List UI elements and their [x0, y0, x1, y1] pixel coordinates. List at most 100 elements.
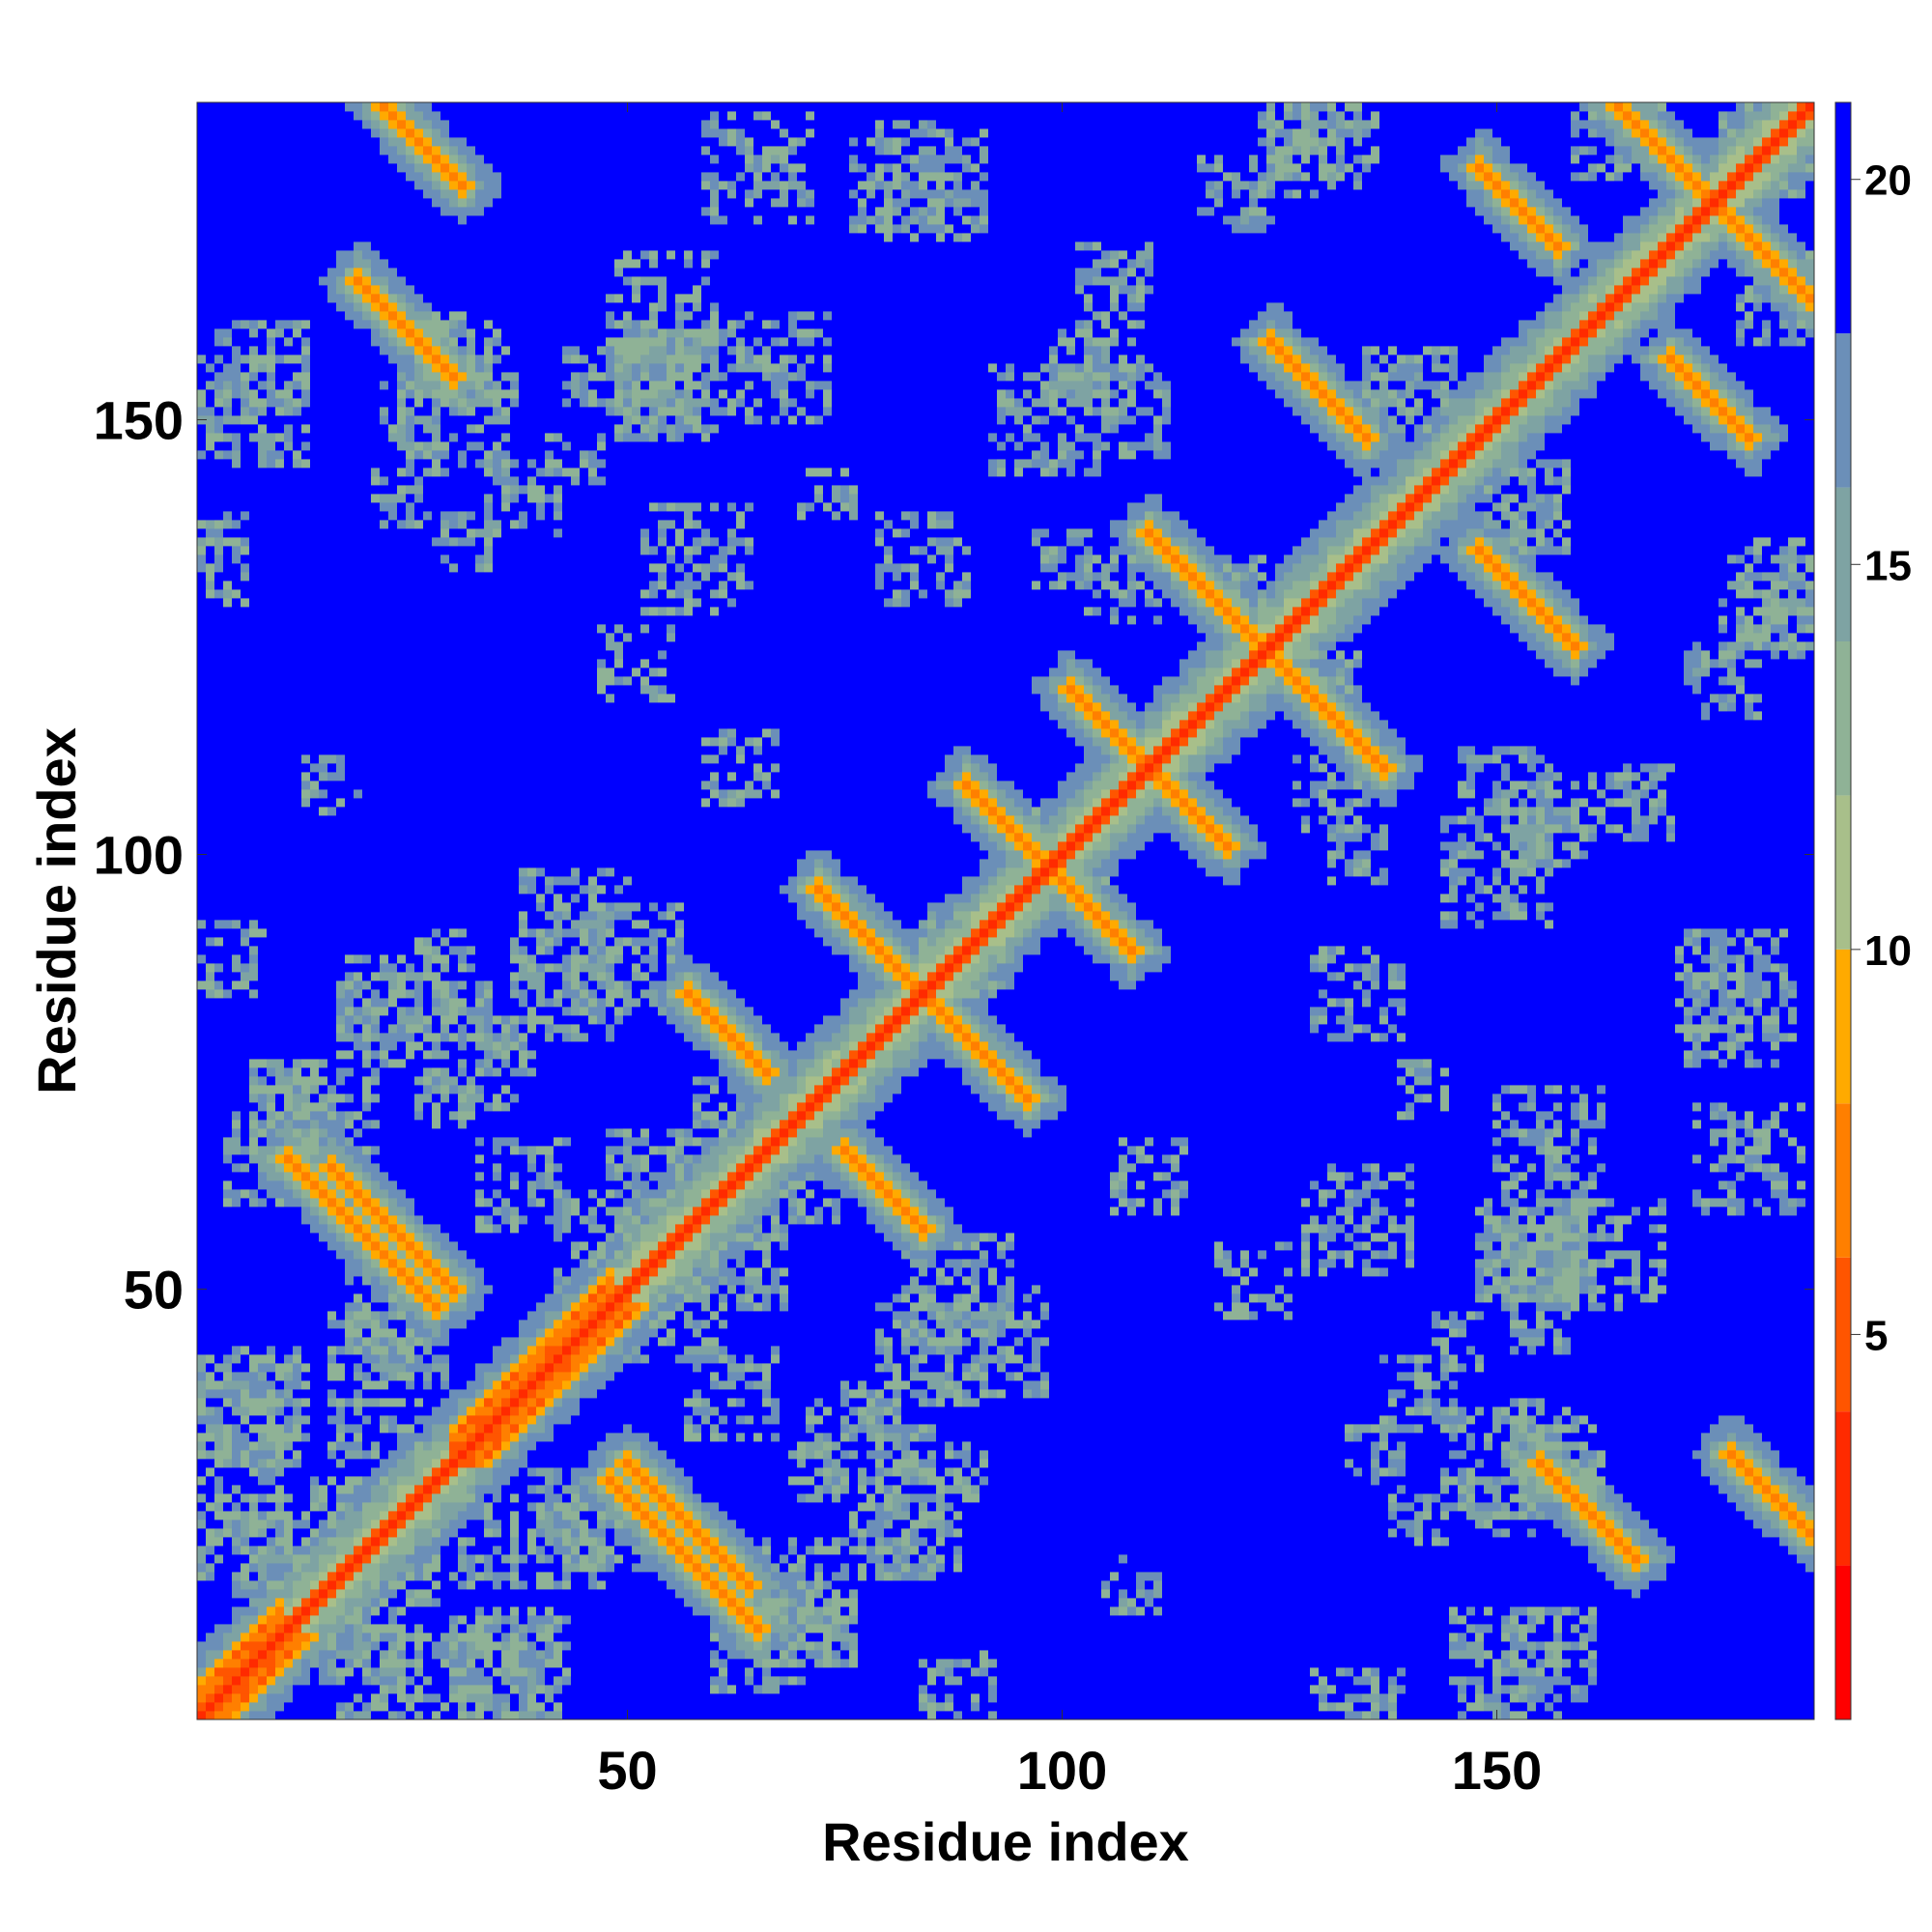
- heatmap-cell: [284, 137, 293, 146]
- heatmap-cell: [319, 155, 327, 163]
- heatmap-cell: [267, 1406, 275, 1415]
- heatmap-cell: [275, 372, 284, 381]
- heatmap-cell: [284, 685, 293, 694]
- heatmap-cell: [388, 633, 397, 641]
- heatmap-cell: [406, 407, 414, 415]
- heatmap-cell: [241, 850, 249, 859]
- heatmap-cell: [214, 485, 223, 494]
- heatmap-cell: [354, 502, 362, 511]
- heatmap-cell: [362, 1572, 371, 1580]
- heatmap-cell: [249, 1676, 258, 1685]
- heatmap-cell: [258, 346, 267, 355]
- heatmap-cell: [258, 163, 267, 172]
- heatmap-cell: [380, 728, 388, 737]
- heatmap-cell: [293, 1050, 301, 1059]
- heatmap-cell: [232, 1111, 241, 1120]
- heatmap-cell: [336, 1059, 345, 1067]
- heatmap-cell: [336, 1085, 345, 1094]
- heatmap-cell: [380, 1024, 388, 1033]
- heatmap-cell: [275, 268, 284, 276]
- heatmap-cell: [423, 841, 432, 850]
- heatmap-cell: [301, 1389, 310, 1398]
- heatmap-cell: [293, 772, 301, 781]
- heatmap-cell: [362, 589, 371, 598]
- heatmap-cell: [310, 859, 319, 867]
- heatmap-cell: [319, 189, 327, 198]
- heatmap-cell: [258, 1250, 267, 1259]
- heatmap-cell: [214, 772, 223, 781]
- heatmap-cell: [354, 954, 362, 963]
- heatmap-cell: [397, 1033, 406, 1041]
- heatmap-cell: [275, 1441, 284, 1450]
- heatmap-cell: [345, 1459, 354, 1467]
- heatmap-cell: [336, 1433, 345, 1441]
- heatmap-cell: [223, 1615, 232, 1624]
- heatmap-cell: [241, 1633, 249, 1641]
- heatmap-cell: [232, 920, 241, 928]
- heatmap-cell: [327, 885, 336, 894]
- heatmap-cell: [310, 355, 319, 363]
- heatmap-cell: [223, 998, 232, 1007]
- heatmap-cell: [275, 1302, 284, 1311]
- heatmap-cell: [241, 1606, 249, 1615]
- heatmap-cell: [319, 372, 327, 381]
- heatmap-cell: [371, 902, 380, 911]
- heatmap-cell: [241, 1120, 249, 1128]
- heatmap-cell: [423, 1563, 432, 1572]
- heatmap-cell: [232, 155, 241, 163]
- heatmap-cell: [414, 1467, 423, 1476]
- heatmap-cell: [293, 1041, 301, 1050]
- heatmap-cell: [258, 128, 267, 137]
- heatmap-cell: [414, 1667, 423, 1676]
- heatmap-cell: [397, 911, 406, 920]
- heatmap-cell: [371, 1450, 380, 1459]
- heatmap-cell: [406, 1337, 414, 1346]
- heatmap-cell: [249, 1415, 258, 1424]
- heatmap-cell: [380, 311, 388, 320]
- heatmap-cell: [206, 954, 214, 963]
- heatmap-cell: [206, 546, 214, 554]
- heatmap-cell: [388, 1111, 397, 1120]
- heatmap-cell: [258, 120, 267, 128]
- heatmap-cell: [197, 155, 206, 163]
- heatmap-cell: [241, 337, 249, 346]
- heatmap-cell: [232, 1398, 241, 1406]
- heatmap-cell: [284, 302, 293, 311]
- heatmap-cell: [388, 494, 397, 502]
- heatmap-cell: [258, 1528, 267, 1537]
- heatmap-cell: [406, 276, 414, 285]
- heatmap-cell: [310, 937, 319, 946]
- heatmap-cell: [336, 1102, 345, 1111]
- heatmap-cell: [258, 1520, 267, 1528]
- heatmap-cell: [214, 1215, 223, 1224]
- heatmap-cell: [414, 963, 423, 972]
- heatmap-cell: [284, 1528, 293, 1537]
- heatmap-cell: [206, 372, 214, 381]
- heatmap-cell: [241, 711, 249, 720]
- heatmap-cell: [397, 728, 406, 737]
- heatmap-cell: [197, 1215, 206, 1224]
- heatmap-cell: [267, 867, 275, 876]
- heatmap-cell: [380, 520, 388, 528]
- heatmap-cell: [319, 1128, 327, 1137]
- heatmap-cell: [284, 1520, 293, 1528]
- heatmap-cell: [362, 615, 371, 624]
- heatmap-cell: [293, 511, 301, 520]
- heatmap-cell: [267, 189, 275, 198]
- heatmap-cell: [206, 1441, 214, 1450]
- heatmap-cell: [423, 920, 432, 928]
- heatmap-cell: [345, 554, 354, 563]
- heatmap-cell: [336, 1493, 345, 1502]
- heatmap-cell: [267, 1528, 275, 1537]
- heatmap-cell: [354, 1320, 362, 1328]
- heatmap-cell: [336, 980, 345, 989]
- heatmap-cell: [275, 1650, 284, 1659]
- heatmap-cell: [232, 1380, 241, 1389]
- heatmap-cell: [214, 398, 223, 407]
- heatmap-cell: [336, 1598, 345, 1606]
- heatmap-cell: [354, 285, 362, 294]
- heatmap-cell: [223, 233, 232, 242]
- heatmap-cell: [275, 1120, 284, 1128]
- heatmap-cell: [241, 120, 249, 128]
- heatmap-cell: [293, 668, 301, 676]
